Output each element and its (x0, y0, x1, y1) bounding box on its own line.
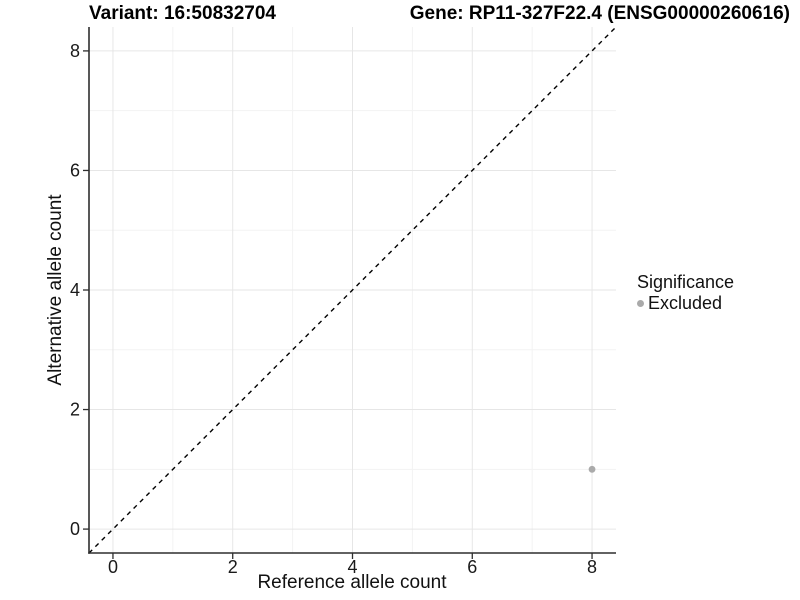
data-point-excluded (588, 465, 596, 473)
legend-item-excluded: Excluded (637, 293, 734, 314)
x-tick-label: 2 (228, 557, 238, 577)
y-tick-label: 6 (70, 160, 80, 180)
x-tick-label: 6 (467, 557, 477, 577)
x-tick-label: 4 (347, 557, 357, 577)
identity-line (88, 26, 617, 554)
plot-title-row: Variant: 16:50832704 Gene: RP11-327F22.4… (89, 3, 790, 25)
y-tick-label: 0 (70, 519, 80, 539)
y-tick-label: 8 (70, 41, 80, 61)
x-tick-label: 0 (108, 557, 118, 577)
x-axis-title: Reference allele count (257, 572, 447, 593)
y-axis-title: Alternative allele count (45, 194, 66, 386)
excluded-dot-icon (637, 300, 644, 307)
y-tick-label: 4 (70, 280, 80, 300)
x-tick-label: 8 (587, 557, 597, 577)
legend-title: Significance (637, 272, 735, 292)
legend-item-label: Excluded (648, 293, 723, 313)
gene-title: Gene: RP11-327F22.4 (ENSG00000260616) (409, 3, 790, 24)
y-tick-label: 2 (70, 400, 80, 420)
variant-title: Variant: 16:50832704 (89, 3, 276, 24)
legend: Significance Excluded (637, 272, 734, 314)
